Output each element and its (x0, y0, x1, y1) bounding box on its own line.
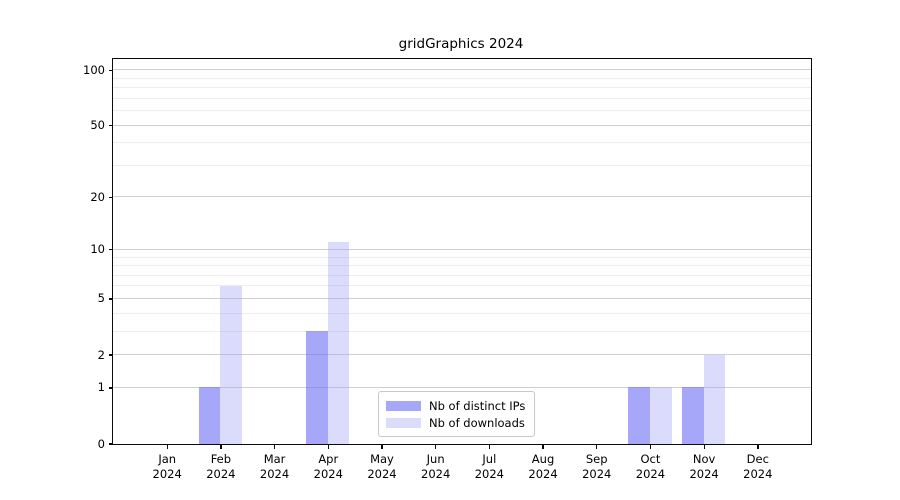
legend-item-downloads: Nb of downloads (386, 414, 525, 431)
bar-downloads-oct (649, 387, 672, 444)
y-tick-mark-20 (108, 196, 113, 199)
x-tick-mark-jun (435, 444, 437, 449)
legend-label-distinct-ips: Nb of distinct IPs (429, 398, 526, 413)
bar-ips-apr (306, 331, 328, 444)
minor-gridline-7 (113, 274, 811, 276)
y-tick-mark-10 (108, 249, 113, 251)
y-tick-label-50: 50 (90, 118, 105, 133)
y-tick-label-1: 1 (97, 380, 105, 395)
legend-swatch-distinct-ips (386, 400, 421, 411)
x-tick-label-oct: Oct 2024 (620, 452, 680, 482)
x-tick-mark-mar (273, 444, 276, 449)
x-tick-label-may: May 2024 (352, 452, 412, 482)
x-tick-label-jan: Jan 2024 (137, 452, 197, 482)
y-tick-label-10: 10 (90, 242, 105, 257)
bar-ips-nov (682, 387, 704, 444)
x-tick-mark-feb (220, 444, 222, 449)
x-tick-mark-jan (166, 444, 168, 449)
minor-gridline-8 (113, 265, 811, 267)
major-gridline-20 (113, 196, 811, 198)
y-tick-label-0: 0 (97, 436, 105, 451)
y-tick-mark-5 (108, 298, 113, 300)
major-gridline-50 (113, 124, 811, 126)
x-tick-year-mar: 2024 (259, 467, 290, 481)
major-gridline-2 (113, 354, 811, 356)
y-tick-label-5: 5 (97, 291, 105, 306)
x-tick-label-jun: Jun 2024 (406, 452, 466, 482)
x-tick-year-jun: 2024 (421, 467, 451, 481)
minor-gridline-6 (113, 285, 811, 287)
y-tick-mark-50 (108, 124, 113, 127)
x-tick-label-mar: Mar 2024 (245, 452, 305, 482)
major-gridline-10 (113, 248, 811, 250)
bar-downloads-feb (220, 285, 242, 444)
chart-title: gridGraphics 2024 (398, 36, 524, 52)
x-tick-year-apr: 2024 (313, 467, 343, 481)
bar-ips-oct (628, 387, 650, 444)
x-tick-mark-apr (327, 444, 329, 449)
minor-gridline-70 (113, 97, 811, 99)
minor-gridline-30 (113, 164, 811, 166)
x-tick-year-jul: 2024 (474, 467, 504, 481)
x-tick-year-sep: 2024 (582, 467, 612, 481)
legend-label-downloads: Nb of downloads (429, 415, 525, 430)
x-tick-year-nov: 2024 (689, 467, 719, 481)
legend: Nb of distinct IPs Nb of downloads (378, 391, 536, 437)
legend-item-distinct-ips: Nb of distinct IPs (386, 397, 525, 414)
bar-downloads-nov (703, 354, 726, 444)
x-tick-mark-nov (703, 444, 705, 449)
minor-gridline-4 (113, 312, 811, 314)
y-tick-mark-2 (108, 354, 113, 356)
x-tick-year-dec: 2024 (743, 467, 773, 481)
major-gridline-5 (113, 297, 811, 299)
x-tick-label-jul: Jul 2024 (459, 452, 519, 482)
x-tick-label-feb: Feb 2024 (191, 452, 251, 482)
x-tick-year-aug: 2024 (528, 467, 558, 481)
y-tick-label-20: 20 (90, 189, 105, 204)
x-tick-mark-jul (488, 444, 491, 449)
x-tick-year-feb: 2024 (206, 467, 236, 481)
x-tick-label-dec: Dec 2024 (728, 452, 788, 482)
minor-gridline-3 (113, 330, 811, 332)
bar-downloads-apr (327, 242, 350, 444)
x-tick-year-may: 2024 (367, 467, 397, 481)
y-tick-mark-0 (108, 443, 113, 445)
x-tick-year-oct: 2024 (635, 467, 666, 481)
x-tick-label-aug: Aug 2024 (513, 452, 573, 482)
bar-ips-feb (198, 387, 221, 444)
x-tick-label-nov: Nov 2024 (674, 452, 734, 482)
x-tick-mark-dec (757, 444, 759, 449)
minor-gridline-9 (113, 256, 811, 258)
x-tick-label-apr: Apr 2024 (298, 452, 358, 482)
x-tick-mark-may (381, 444, 383, 449)
legend-swatch-downloads (386, 417, 421, 428)
major-gridline-100 (113, 69, 811, 71)
x-tick-mark-sep (596, 444, 598, 449)
minor-gridline-90 (113, 77, 811, 79)
x-tick-year-jan: 2024 (152, 467, 182, 481)
major-gridline-1 (113, 386, 811, 388)
x-tick-mark-oct (649, 444, 652, 449)
y-tick-mark-1 (108, 387, 113, 389)
y-tick-label-2: 2 (97, 347, 105, 362)
y-tick-mark-100 (108, 69, 113, 71)
x-tick-mark-aug (542, 444, 544, 449)
plot-area (112, 57, 812, 445)
x-tick-label-sep: Sep 2024 (567, 452, 627, 482)
minor-gridline-60 (113, 110, 811, 112)
minor-gridline-40 (113, 142, 811, 144)
minor-gridline-80 (113, 87, 811, 89)
y-tick-label-100: 100 (83, 62, 105, 77)
